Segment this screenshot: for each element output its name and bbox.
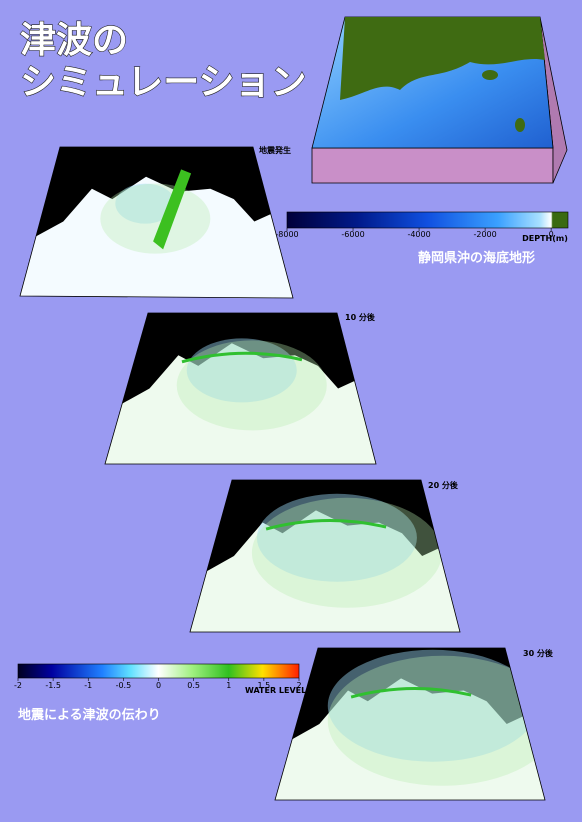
- colorbar-tick-label: 2: [296, 681, 301, 690]
- caption: 静岡県沖の海底地形: [418, 250, 535, 266]
- colorbar-label: WATER LEVEL (m): [245, 686, 325, 695]
- colorbar-tick-label: -6000: [341, 230, 364, 239]
- panel-border: [19, 146, 294, 299]
- simulation-panel: 10 分後: [104, 312, 377, 465]
- caption: 地震による津波の伝わり: [18, 707, 161, 723]
- land: [206, 480, 439, 572]
- panel-map: [190, 480, 460, 632]
- colorbar-tick-label: -4000: [407, 230, 430, 239]
- panel-border: [189, 479, 461, 633]
- panel-label: 20 分後: [428, 480, 459, 490]
- colorbar-tick-label: -8000: [275, 230, 298, 239]
- wavefront: [181, 351, 303, 364]
- land: [122, 313, 355, 404]
- colorbar-tick-label: 0: [549, 230, 554, 239]
- title-line: 津波の: [20, 20, 128, 61]
- wave: [327, 649, 538, 762]
- colorbar-tick-label: 0.5: [187, 681, 200, 690]
- simulation-panel: 地震発生: [19, 145, 294, 299]
- wave: [327, 655, 545, 786]
- panel-border: [274, 647, 546, 801]
- panel-label: 30 分後: [523, 648, 554, 658]
- colorbar-gradient: [286, 211, 569, 229]
- wave: [176, 340, 327, 431]
- wavefront: [350, 687, 472, 699]
- colorbar-tick-label: -2000: [473, 230, 496, 239]
- wavefront: [265, 519, 387, 531]
- simulation-panel: 30 分後: [274, 647, 554, 801]
- colorbar-tick-label: -1: [84, 681, 92, 690]
- panel-map: [20, 147, 293, 298]
- colorbar-gradient: [17, 663, 300, 679]
- colorbar-tick-label: -2: [14, 681, 22, 690]
- panels: 地震発生 10 分後 20 分後 30 分後: [19, 145, 554, 801]
- panel-label: 10 分後: [345, 312, 376, 322]
- colorbar-label: DEPTH(m): [522, 234, 568, 243]
- colorbar-tick-label: 0: [156, 681, 161, 690]
- source: [153, 169, 192, 250]
- panel-map: [105, 313, 376, 464]
- panel-border: [104, 312, 377, 465]
- land: [292, 648, 523, 740]
- panel-map: [275, 648, 545, 800]
- seabed-block: [311, 16, 568, 184]
- colorbar-tick-label: 1.5: [258, 681, 271, 690]
- depth-colorbar: DEPTH(m) 静岡県沖の海底地形 -8000 -6000 -4000 -2000 0: [275, 211, 569, 266]
- wave: [115, 183, 176, 224]
- colorbar-tick-label: 1: [226, 681, 231, 690]
- wave: [251, 497, 442, 608]
- colorbar-tick-label: -1.5: [45, 681, 61, 690]
- colorbar-tick-label: -0.5: [116, 681, 132, 690]
- simulation-panel: 20 分後: [189, 479, 461, 633]
- title-line: シミュレーション: [20, 62, 307, 103]
- wave: [100, 183, 211, 254]
- wave: [256, 493, 417, 582]
- level-colorbar: WATER LEVEL (m) 地震による津波の伝わり -2 -1.5 -1 -0.5…: [14, 663, 325, 723]
- land: [36, 147, 271, 237]
- panel-label: 地震発生: [259, 145, 291, 155]
